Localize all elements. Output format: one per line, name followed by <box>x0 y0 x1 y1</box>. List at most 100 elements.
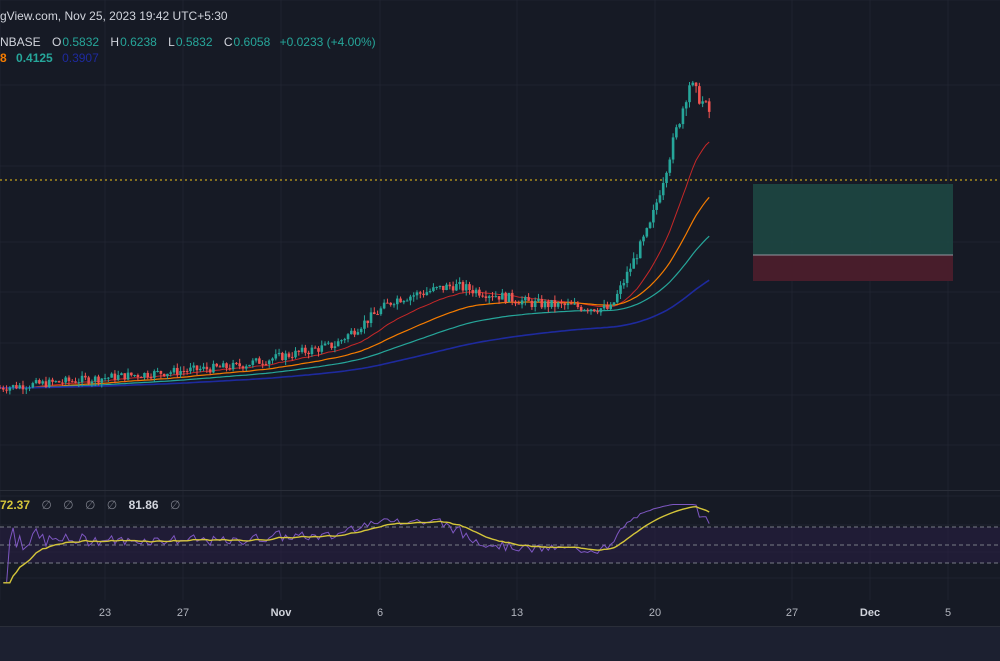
candle-body <box>524 297 527 301</box>
low-value: 0.5832 <box>175 35 213 49</box>
candle-body <box>38 380 41 384</box>
candle-body <box>681 108 685 125</box>
candle-body <box>619 285 622 294</box>
candle-body <box>149 377 153 379</box>
ma-long-line <box>0 279 710 389</box>
candle-body <box>287 353 291 357</box>
candle-body <box>290 356 294 358</box>
candle-body <box>313 347 317 349</box>
candle-body <box>205 366 209 370</box>
candle-body <box>87 377 90 384</box>
candle-body <box>652 209 655 223</box>
candle-body <box>343 339 347 341</box>
rsi-placeholder-5: ∅ <box>169 498 181 512</box>
candle-body <box>615 293 619 303</box>
candle-body <box>451 286 455 291</box>
candle-body <box>297 350 301 352</box>
candle-body <box>113 373 117 380</box>
time-axis-label: 23 <box>98 607 112 619</box>
candle-body <box>110 373 113 378</box>
close-value: 0.6058 <box>233 35 271 49</box>
candle-body <box>425 292 429 296</box>
candle-body <box>382 302 386 309</box>
candle-body <box>658 195 662 203</box>
candle-body <box>684 102 688 109</box>
candle-body <box>455 284 458 291</box>
candle-body <box>386 302 389 304</box>
stop-loss-zone[interactable] <box>753 255 953 281</box>
time-axis-label: 27 <box>176 607 190 619</box>
candle-body <box>668 159 672 173</box>
candle-body <box>198 368 202 371</box>
candle-body <box>638 241 642 259</box>
candle-body <box>100 378 104 383</box>
candle-body <box>698 86 701 104</box>
candle-body <box>484 296 488 298</box>
candle-body <box>238 363 241 367</box>
candle-body <box>583 309 586 311</box>
candle-body <box>560 302 563 304</box>
candle-body <box>366 320 370 324</box>
candle-body <box>517 303 521 305</box>
ma-legend: 8 0.4125 0.3907 <box>0 51 99 65</box>
candle-body <box>5 389 8 391</box>
rsi-pane <box>0 504 1000 584</box>
time-axis-label: 5 <box>944 607 952 619</box>
candle-body <box>153 371 156 378</box>
candle-body <box>116 375 120 380</box>
candle-body <box>507 292 511 303</box>
candle-body <box>251 360 255 365</box>
low-label: L <box>168 35 175 49</box>
candle-body <box>589 309 593 311</box>
candle-body <box>31 383 35 388</box>
candle-body <box>333 346 337 348</box>
candle-body <box>599 308 603 313</box>
candle-body <box>395 298 399 305</box>
candle-body <box>399 298 402 303</box>
candle-body <box>51 379 54 382</box>
candle-body <box>579 307 583 311</box>
candle-body <box>576 303 580 308</box>
bottom-toolbar[interactable] <box>0 626 1000 661</box>
candle-body <box>1 387 5 390</box>
ma-value-1: 8 <box>0 51 7 65</box>
candle-body <box>586 309 590 311</box>
candle-body <box>146 372 150 378</box>
pane-separator[interactable] <box>0 490 1000 491</box>
close-label: C <box>223 35 233 49</box>
rsi-legend: 72.37 ∅ ∅ ∅ ∅ 81.86 ∅ <box>0 498 180 512</box>
candle-body <box>422 293 425 296</box>
candle-body <box>642 236 645 242</box>
candle-body <box>566 303 570 306</box>
candle-body <box>602 305 606 309</box>
candle-body <box>592 309 596 312</box>
candle-body <box>707 101 711 112</box>
candle-body <box>323 343 327 346</box>
candle-body <box>504 292 507 303</box>
candle-body <box>57 381 61 383</box>
candle-body <box>277 352 281 355</box>
candle-body <box>8 387 12 391</box>
candle-body <box>221 363 225 368</box>
candle-body <box>478 289 481 296</box>
candle-body <box>612 302 616 306</box>
candle-body <box>415 292 419 296</box>
candle-body <box>284 353 287 361</box>
rsi-ma-value: 81.86 <box>128 498 159 512</box>
chart-grid <box>0 0 1000 600</box>
candle-body <box>107 377 110 379</box>
profit-target-zone[interactable] <box>753 184 953 255</box>
rsi-ma-line <box>3 505 710 584</box>
candle-body <box>678 124 681 128</box>
high-value: 0.6238 <box>120 35 157 49</box>
candle-body <box>418 292 422 294</box>
time-axis-label: 20 <box>648 607 662 619</box>
candle-body <box>661 182 665 196</box>
candle-body <box>189 367 192 372</box>
candle-body <box>176 367 179 375</box>
candle-body <box>533 300 537 308</box>
candle-body <box>97 376 100 383</box>
candle-body <box>373 312 376 315</box>
candle-body <box>54 381 58 383</box>
